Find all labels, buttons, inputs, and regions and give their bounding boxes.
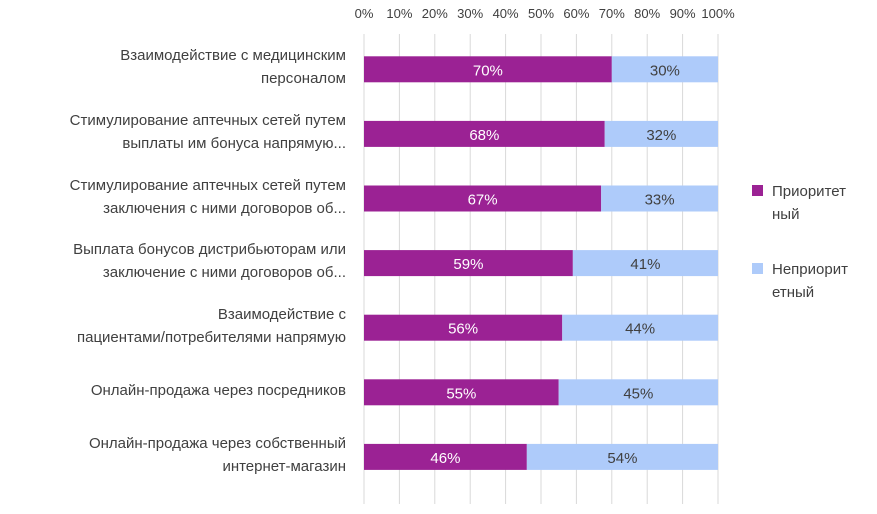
- x-tick-label: 50%: [528, 6, 554, 21]
- x-tick-label: 80%: [634, 6, 660, 21]
- data-label: 33%: [645, 192, 675, 209]
- bar-segment-nonpriority: [604, 120, 718, 147]
- bar-segment-priority: [364, 120, 605, 147]
- category-label: Взаимодействие с пациентами/потребителям…: [76, 305, 346, 346]
- x-tick-label: 40%: [493, 6, 519, 21]
- bar-segment-priority: [364, 56, 612, 83]
- category-label: Стимулирование аптечных сетей путем выпл…: [69, 111, 346, 152]
- bar-segment-nonpriority: [526, 443, 718, 470]
- data-label: 56%: [448, 321, 478, 338]
- category-label: Онлайн-продажа через посредников: [90, 381, 346, 399]
- bar-segment-priority: [364, 443, 527, 470]
- x-tick-label: 20%: [422, 6, 448, 21]
- bar-segment-priority: [364, 314, 563, 341]
- data-label: 54%: [607, 450, 637, 467]
- category-label: Стимулирование аптечных сетей путем закл…: [69, 176, 346, 217]
- data-label: 46%: [430, 450, 460, 467]
- legend-label: Неприорит етный: [772, 261, 848, 301]
- bar-segment-priority: [364, 185, 602, 212]
- bar-segment-nonpriority: [558, 379, 718, 406]
- data-label: 30%: [650, 62, 680, 79]
- bar-segment-nonpriority: [601, 185, 718, 212]
- data-label: 41%: [630, 256, 660, 273]
- data-label: 45%: [623, 385, 653, 402]
- x-tick-label: 70%: [599, 6, 625, 21]
- data-label: 68%: [469, 127, 499, 144]
- bar-segment-priority: [364, 250, 573, 277]
- data-label: 55%: [446, 385, 476, 402]
- x-tick-label: 60%: [563, 6, 589, 21]
- bar-segment-nonpriority: [562, 314, 718, 341]
- x-tick-label: 100%: [701, 6, 735, 21]
- legend-label: Приоритет ный: [772, 183, 846, 223]
- x-tick-label: 90%: [670, 6, 696, 21]
- x-tick-label: 10%: [386, 6, 412, 21]
- bar-segment-nonpriority: [572, 250, 718, 277]
- category-label: Выплата бонусов дистрибьюторам или заклю…: [73, 241, 346, 282]
- category-label: Онлайн-продажа через собственный интерне…: [88, 434, 346, 475]
- x-tick-label: 0%: [355, 6, 374, 21]
- data-label: 67%: [468, 192, 498, 209]
- data-label: 44%: [625, 321, 655, 338]
- data-label: 32%: [646, 127, 676, 144]
- data-label: 70%: [473, 62, 503, 79]
- bar-segment-nonpriority: [611, 56, 718, 83]
- data-label: 59%: [453, 256, 483, 273]
- legend-swatch: [752, 185, 763, 196]
- bar-segment-priority: [364, 379, 559, 406]
- category-label: Взаимодействие с медицинским персоналом: [120, 47, 346, 88]
- x-tick-label: 30%: [457, 6, 483, 21]
- legend-swatch: [752, 263, 763, 274]
